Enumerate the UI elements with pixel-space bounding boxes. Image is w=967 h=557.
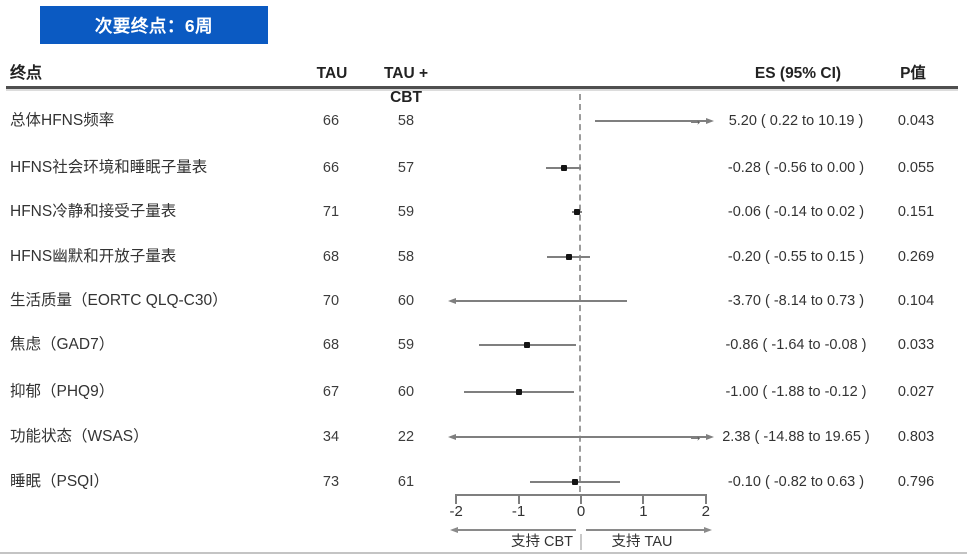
offscale-arrow-icon: → xyxy=(688,112,703,129)
endpoint-label: 总体HFNS频率 xyxy=(10,112,115,129)
effect-size-marker xyxy=(565,254,572,260)
tau-n-value: 71 xyxy=(322,204,340,220)
p-value: 0.033 xyxy=(897,337,935,353)
tau-n-value: 67 xyxy=(322,384,340,400)
ci-truncation-arrow-left-icon xyxy=(448,297,456,304)
endpoint-label: HFNS社会环境和睡眠子量表 xyxy=(10,159,208,176)
effect-size-marker xyxy=(574,209,581,215)
table-row: HFNS幽默和开放子量表 68 58 -0.20 ( -0.55 to 0.15 ) 0… xyxy=(0,235,967,279)
axis-tick xyxy=(642,494,645,504)
tau-n-value: 66 xyxy=(322,160,340,176)
favors-left-arrow-line xyxy=(458,529,576,531)
es-ci-value: -0.06 ( -0.14 to 0.02 ) xyxy=(727,204,865,220)
p-value: 0.151 xyxy=(897,204,935,220)
axis-tick xyxy=(704,494,707,504)
table-row: 睡眠（PSQI） 73 61 -0.10 ( -0.82 to 0.63 ) 0.796 xyxy=(0,460,967,504)
ci-truncation-arrow-left-icon xyxy=(448,433,456,440)
effect-size-marker xyxy=(571,479,578,485)
col-header-p-value: P值 xyxy=(900,65,926,82)
p-value: 0.027 xyxy=(897,384,935,400)
tau-cbt-n-value: 22 xyxy=(397,429,415,445)
ci-line xyxy=(456,436,706,438)
table-row: 抑郁（PHQ9） 67 60 -1.00 ( -1.88 to -0.12 ) 0.02… xyxy=(0,370,967,414)
ci-line xyxy=(594,120,706,122)
ci-truncation-arrow-right-icon xyxy=(706,117,714,124)
axis-tick-label: 0 xyxy=(576,503,586,520)
p-value: 0.055 xyxy=(897,160,935,176)
table-row: 总体HFNS频率 66 58 → 5.20 ( 0.22 to 10.19 ) 0.043 xyxy=(0,99,967,143)
es-ci-value: -0.86 ( -1.64 to -0.08 ) xyxy=(725,337,867,353)
tau-cbt-n-value: 59 xyxy=(397,337,415,353)
tau-n-value: 68 xyxy=(322,337,340,353)
p-value: 0.043 xyxy=(897,113,935,129)
p-value: 0.104 xyxy=(897,293,935,309)
col-header-tau: TAU xyxy=(316,65,348,82)
effect-size-marker xyxy=(524,342,531,348)
endpoint-label: 睡眠（PSQI） xyxy=(10,473,110,490)
table-row: HFNS社会环境和睡眠子量表 66 57 -0.28 ( -0.56 to 0.00 … xyxy=(0,146,967,190)
page-title: 次要终点：6周 xyxy=(94,15,214,36)
favors-right-arrowhead-icon xyxy=(704,526,712,533)
header-divider xyxy=(6,86,958,89)
endpoint-label: 功能状态（WSAS） xyxy=(10,428,149,445)
axis-tick-label: -1 xyxy=(511,503,526,520)
col-header-es-ci: ES (95% CI) xyxy=(754,65,842,82)
table-row: 功能状态（WSAS） 34 22 → 2.38 ( -14.88 to 19.65 ) 0… xyxy=(0,415,967,459)
endpoint-label: HFNS幽默和开放子量表 xyxy=(10,248,177,265)
es-ci-value: -0.28 ( -0.56 to 0.00 ) xyxy=(727,160,865,176)
es-ci-value: -0.10 ( -0.82 to 0.63 ) xyxy=(727,474,865,490)
endpoint-label: HFNS冷静和接受子量表 xyxy=(10,203,177,220)
es-ci-value: 5.20 ( 0.22 to 10.19 ) xyxy=(728,113,864,129)
favors-cbt-label: 支持 CBT xyxy=(510,534,574,550)
table-row: 焦虑（GAD7） 68 59 -0.86 ( -1.64 to -0.08 ) 0.03… xyxy=(0,323,967,367)
tau-cbt-n-value: 60 xyxy=(397,384,415,400)
p-value: 0.269 xyxy=(897,249,935,265)
endpoint-label: 焦虑（GAD7） xyxy=(10,336,115,353)
col-header-tau-cbt: TAU + CBT xyxy=(383,65,429,106)
p-value: 0.803 xyxy=(897,429,935,445)
tau-cbt-n-value: 58 xyxy=(397,249,415,265)
favors-left-arrowhead-icon xyxy=(450,526,458,533)
ci-line xyxy=(456,300,627,302)
es-ci-value: -1.00 ( -1.88 to -0.12 ) xyxy=(725,384,867,400)
table-row: HFNS冷静和接受子量表 71 59 -0.06 ( -0.14 to 0.02 ) 0… xyxy=(0,190,967,234)
tau-n-value: 34 xyxy=(322,429,340,445)
tau-n-value: 66 xyxy=(322,113,340,129)
title-banner: 次要终点：6周 xyxy=(40,6,268,44)
offscale-arrow-icon: → xyxy=(688,428,703,445)
ci-truncation-arrow-right-icon xyxy=(706,433,714,440)
es-ci-value: -3.70 ( -8.14 to 0.73 ) xyxy=(727,293,865,309)
favors-tau-label: 支持 TAU xyxy=(611,534,673,550)
favors-right-arrow-line xyxy=(586,529,704,531)
endpoint-label: 生活质量（EORTC QLQ-C30） xyxy=(10,292,228,309)
tau-cbt-n-value: 60 xyxy=(397,293,415,309)
tau-cbt-n-value: 57 xyxy=(397,160,415,176)
axis-tick-label: 2 xyxy=(701,503,710,520)
p-value: 0.796 xyxy=(897,474,935,490)
tau-n-value: 73 xyxy=(322,474,340,490)
zero-reference-line xyxy=(579,94,581,492)
bottom-divider xyxy=(0,552,967,554)
axis-tick xyxy=(517,494,520,504)
axis-tick-label: 1 xyxy=(639,503,648,520)
tau-cbt-n-value: 58 xyxy=(397,113,415,129)
effect-size-marker xyxy=(515,389,522,395)
es-ci-value: -0.20 ( -0.55 to 0.15 ) xyxy=(727,249,865,265)
axis-tick xyxy=(455,494,458,504)
tau-n-value: 70 xyxy=(322,293,340,309)
tau-cbt-n-value: 61 xyxy=(397,474,415,490)
col-header-endpoint: 终点 xyxy=(10,65,43,82)
axis-tick xyxy=(580,494,582,504)
endpoint-label: 抑郁（PHQ9） xyxy=(10,383,115,400)
table-row: 生活质量（EORTC QLQ-C30） 70 60 -3.70 ( -8.14 to … xyxy=(0,279,967,323)
tau-cbt-n-value: 59 xyxy=(397,204,415,220)
effect-size-marker xyxy=(560,165,567,171)
es-ci-value: 2.38 ( -14.88 to 19.65 ) xyxy=(722,429,870,445)
axis-tick-label: -2 xyxy=(449,503,463,520)
direction-label-divider xyxy=(580,534,582,550)
tau-n-value: 68 xyxy=(322,249,340,265)
